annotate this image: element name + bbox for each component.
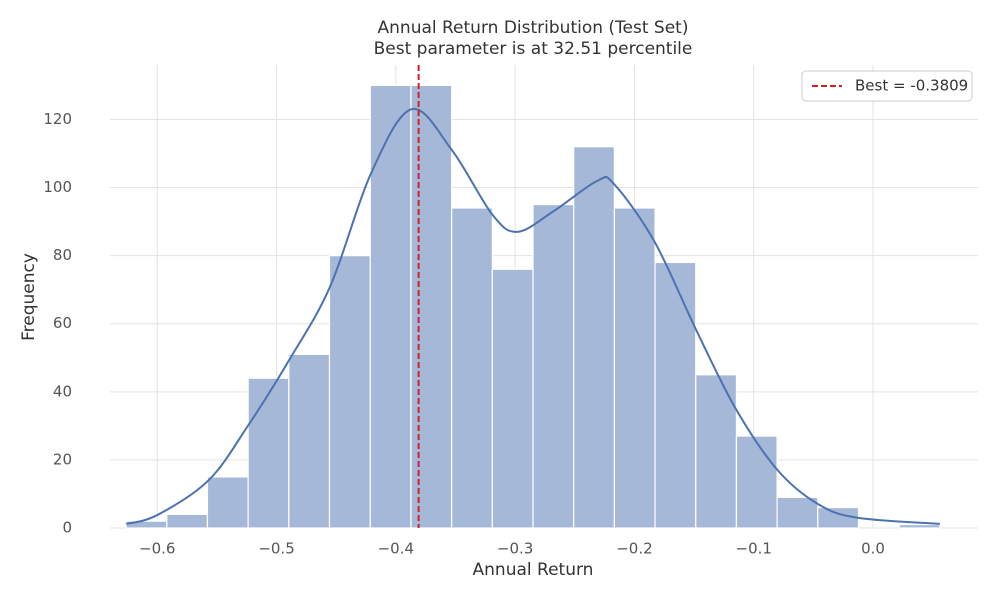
x-tick-label: 0.0: [861, 540, 885, 558]
legend-label: Best = -0.3809: [855, 77, 968, 95]
bar: [532, 203, 575, 529]
chart-title: Annual Return Distribution (Test Set): [378, 18, 689, 38]
bar: [898, 523, 941, 529]
bar: [166, 513, 209, 529]
bar: [735, 435, 778, 529]
bar: [491, 268, 534, 529]
bar: [369, 84, 412, 529]
kde-line: [125, 108, 940, 525]
bar: [776, 496, 819, 529]
bar: [410, 84, 453, 529]
y-tick-label: 80: [53, 246, 72, 264]
bar: [247, 377, 290, 529]
y-axis-label: Frequency: [19, 253, 39, 341]
y-tick-label: 120: [43, 110, 72, 128]
bar: [451, 207, 493, 529]
chart-subtitle: Best parameter is at 32.51 percentile: [374, 39, 693, 59]
x-tick-label: −0.6: [139, 540, 175, 558]
legend-box: [801, 70, 973, 102]
y-tick-label: 0: [62, 519, 72, 537]
y-tick-label: 60: [53, 314, 72, 332]
x-tick-label: −0.5: [258, 540, 294, 558]
x-axis-label: Annual Return: [473, 560, 594, 580]
bar: [654, 261, 697, 529]
x-tick-label: −0.1: [736, 540, 772, 558]
bar: [206, 476, 249, 529]
x-tick-label: −0.3: [497, 540, 533, 558]
x-tick-label: −0.2: [616, 540, 652, 558]
bar: [328, 255, 371, 529]
y-tick-label: 20: [53, 450, 72, 468]
bar: [613, 207, 656, 529]
x-tick-label: −0.4: [378, 540, 414, 558]
bar: [573, 146, 615, 529]
bar: [695, 374, 738, 529]
bar: [288, 353, 331, 529]
y-tick-label: 40: [53, 382, 72, 400]
y-tick-label: 100: [43, 178, 72, 196]
